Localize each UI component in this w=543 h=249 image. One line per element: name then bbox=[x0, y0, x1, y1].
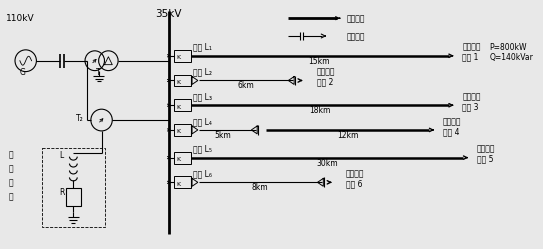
Text: K: K bbox=[176, 55, 181, 60]
Bar bbox=[174, 176, 191, 188]
Text: 恒定功率: 恒定功率 bbox=[463, 43, 481, 52]
Bar bbox=[174, 99, 191, 111]
Text: 18km: 18km bbox=[309, 106, 330, 115]
Text: 负荷 4: 负荷 4 bbox=[443, 127, 459, 136]
Text: K: K bbox=[176, 129, 181, 134]
Bar bbox=[174, 74, 191, 86]
Text: 电缆线路: 电缆线路 bbox=[346, 32, 365, 42]
Text: 负荷 6: 负荷 6 bbox=[346, 179, 362, 188]
Text: 架空线路: 架空线路 bbox=[346, 15, 365, 24]
Text: K: K bbox=[176, 157, 181, 162]
Bar bbox=[174, 124, 191, 136]
Text: 馈线 L₆: 馈线 L₆ bbox=[193, 169, 212, 178]
Text: 恒定功率: 恒定功率 bbox=[463, 92, 481, 101]
Text: 负荷 1: 负荷 1 bbox=[463, 53, 479, 62]
Text: 5km: 5km bbox=[215, 131, 231, 140]
Text: 8km: 8km bbox=[252, 183, 268, 192]
Text: 图: 图 bbox=[9, 192, 14, 201]
Bar bbox=[66, 188, 81, 206]
Text: 馈线 L₂: 馈线 L₂ bbox=[193, 67, 212, 76]
Text: 馈线 L₃: 馈线 L₃ bbox=[193, 92, 212, 101]
Text: 恒定功率: 恒定功率 bbox=[317, 67, 335, 76]
Text: K: K bbox=[176, 105, 181, 110]
Text: 线: 线 bbox=[9, 178, 14, 187]
Text: T: T bbox=[96, 67, 101, 76]
Text: 消: 消 bbox=[9, 151, 14, 160]
Bar bbox=[42, 148, 105, 227]
Text: 35kV: 35kV bbox=[155, 9, 181, 19]
Text: K: K bbox=[176, 80, 181, 85]
Text: 恒定功率: 恒定功率 bbox=[477, 145, 496, 154]
Text: 30km: 30km bbox=[317, 159, 338, 168]
Text: 110kV: 110kV bbox=[7, 14, 35, 23]
Text: T₂: T₂ bbox=[77, 114, 84, 123]
Text: 负荷 5: 负荷 5 bbox=[477, 155, 494, 164]
Text: 6km: 6km bbox=[237, 81, 254, 90]
Text: G: G bbox=[20, 67, 26, 76]
Text: 负荷 3: 负荷 3 bbox=[463, 102, 479, 111]
Text: 馈线 L₄: 馈线 L₄ bbox=[193, 117, 212, 126]
Text: 12km: 12km bbox=[337, 131, 358, 140]
Text: 恒定功率: 恒定功率 bbox=[443, 117, 462, 126]
Text: K: K bbox=[176, 182, 181, 187]
Text: 馈线 L₅: 馈线 L₅ bbox=[193, 145, 212, 154]
Text: 偶: 偶 bbox=[9, 165, 14, 174]
Text: 负荷 2: 负荷 2 bbox=[317, 77, 333, 86]
Text: 15km: 15km bbox=[308, 57, 330, 66]
Text: R: R bbox=[60, 188, 65, 197]
Bar bbox=[174, 50, 191, 62]
Text: 馈线 L₁: 馈线 L₁ bbox=[193, 43, 212, 52]
Text: 恒定功率: 恒定功率 bbox=[346, 169, 364, 178]
Bar bbox=[174, 152, 191, 164]
Text: P=800kW: P=800kW bbox=[490, 43, 527, 52]
Text: L: L bbox=[60, 151, 64, 160]
Text: Q=140kVar: Q=140kVar bbox=[490, 53, 534, 62]
